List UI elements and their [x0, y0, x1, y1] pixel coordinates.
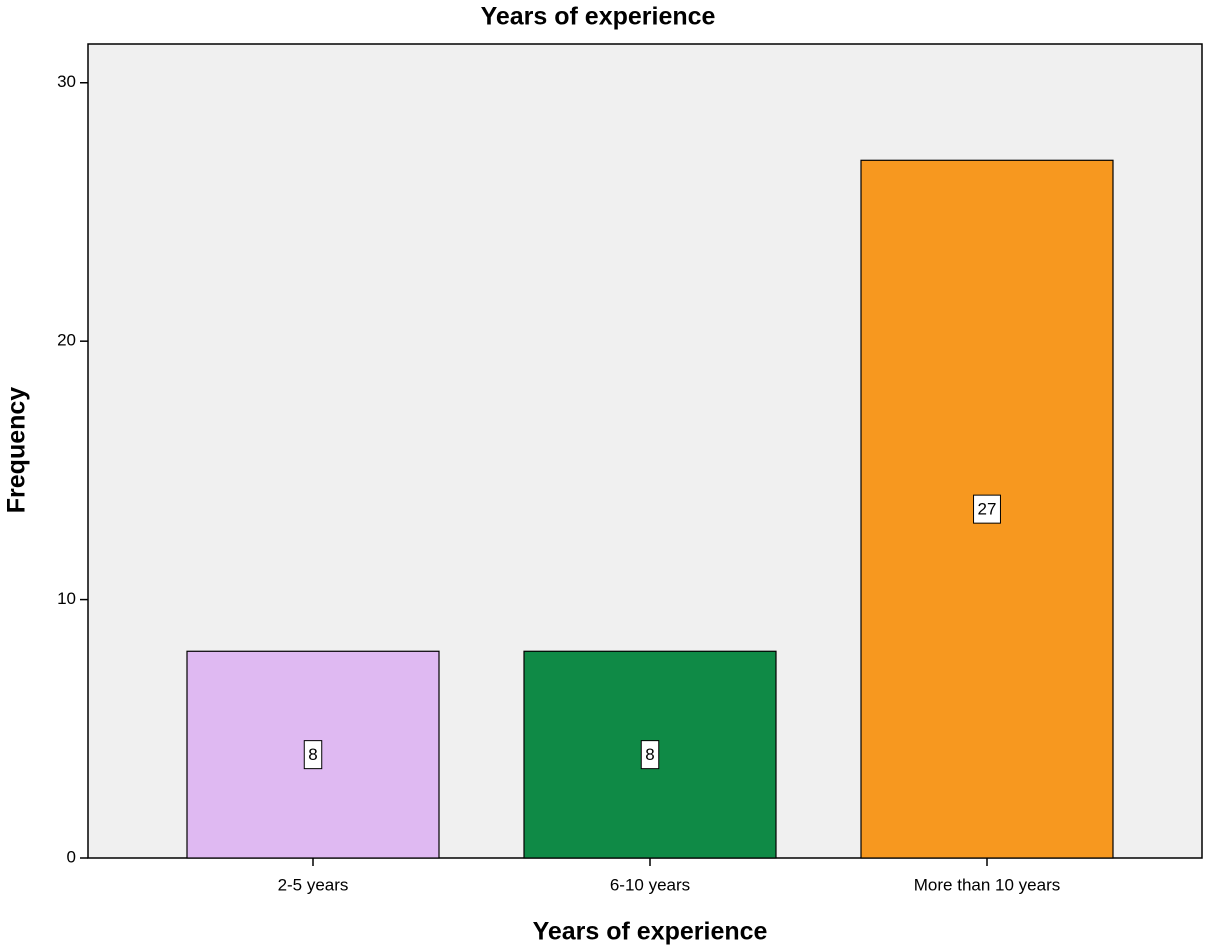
y-tick-label: 20: [57, 331, 76, 350]
y-tick-label: 0: [67, 847, 76, 866]
value-label: 8: [308, 745, 317, 764]
value-label: 8: [645, 745, 654, 764]
y-axis-label: Frequency: [3, 387, 31, 514]
y-tick-label: 10: [57, 589, 76, 608]
value-label-box: [973, 494, 1001, 524]
chart-title: Years of experience: [481, 3, 716, 31]
x-axis-label: Years of experience: [533, 918, 768, 946]
x-tick-label: 6-10 years: [610, 875, 690, 894]
x-tick-label: More than 10 years: [914, 875, 1060, 894]
value-label: 27: [978, 500, 997, 519]
value-label-box: [640, 740, 660, 770]
x-tick-label: 2-5 years: [278, 875, 349, 894]
y-tick-label: 30: [57, 72, 76, 91]
value-label-box: [303, 740, 323, 770]
